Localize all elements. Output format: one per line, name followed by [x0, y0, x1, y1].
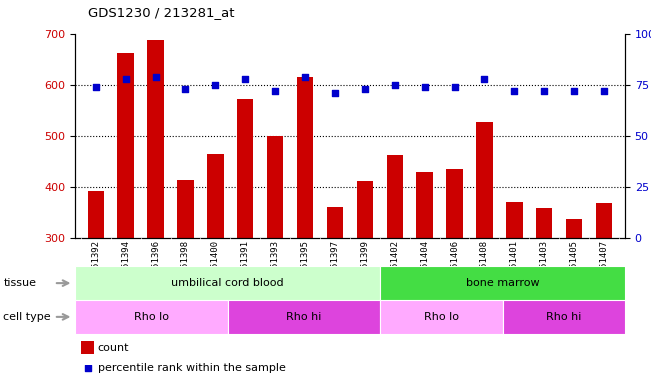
- Point: [389, 82, 400, 88]
- Point: [509, 88, 519, 94]
- Bar: [267, 136, 283, 375]
- Point: [90, 84, 101, 90]
- Text: umbilical cord blood: umbilical cord blood: [171, 278, 284, 288]
- Point: [240, 76, 251, 82]
- Bar: [417, 172, 433, 375]
- Bar: [297, 77, 313, 375]
- Text: Rho hi: Rho hi: [546, 312, 581, 322]
- Point: [83, 365, 93, 371]
- Bar: [596, 203, 612, 375]
- Point: [359, 86, 370, 92]
- Bar: [228, 300, 380, 334]
- Point: [150, 74, 161, 80]
- Point: [180, 86, 191, 92]
- Point: [270, 88, 281, 94]
- Bar: [536, 209, 553, 375]
- Point: [300, 74, 311, 80]
- Bar: [237, 99, 253, 375]
- Text: Rho lo: Rho lo: [424, 312, 459, 322]
- Bar: [506, 202, 523, 375]
- Bar: [75, 266, 380, 300]
- Text: bone marrow: bone marrow: [466, 278, 540, 288]
- Point: [599, 88, 609, 94]
- Point: [449, 84, 460, 90]
- Text: tissue: tissue: [3, 278, 36, 288]
- Bar: [117, 53, 134, 375]
- Point: [539, 88, 549, 94]
- Bar: [566, 219, 583, 375]
- Point: [330, 90, 340, 96]
- Bar: [88, 190, 104, 375]
- Text: cell type: cell type: [3, 312, 51, 322]
- Point: [210, 82, 221, 88]
- Bar: [147, 40, 164, 375]
- Text: Rho hi: Rho hi: [286, 312, 322, 322]
- Bar: [380, 266, 625, 300]
- Bar: [177, 180, 194, 375]
- Bar: [447, 169, 463, 375]
- Point: [120, 76, 131, 82]
- Bar: [380, 300, 503, 334]
- Bar: [387, 155, 403, 375]
- Point: [479, 76, 490, 82]
- Bar: [327, 207, 343, 375]
- Text: Rho lo: Rho lo: [133, 312, 169, 322]
- Text: count: count: [98, 343, 129, 353]
- Bar: [357, 182, 373, 375]
- Text: percentile rank within the sample: percentile rank within the sample: [98, 363, 286, 373]
- Text: GDS1230 / 213281_at: GDS1230 / 213281_at: [88, 6, 234, 19]
- Point: [419, 84, 430, 90]
- Bar: [477, 122, 493, 375]
- Bar: [503, 300, 625, 334]
- Bar: [207, 154, 223, 375]
- Bar: [75, 300, 228, 334]
- Point: [569, 88, 579, 94]
